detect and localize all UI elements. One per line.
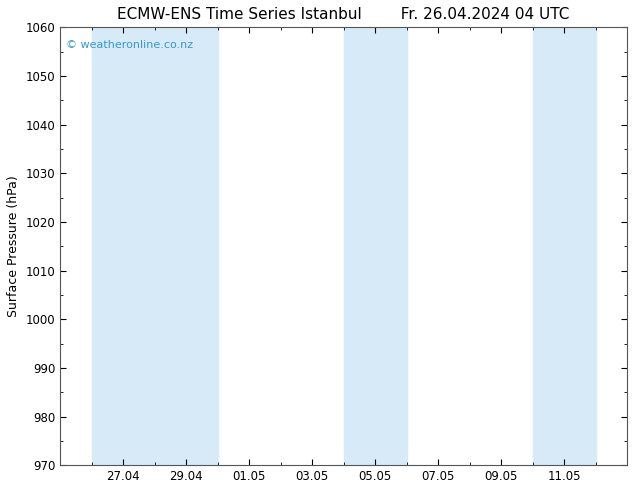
Y-axis label: Surface Pressure (hPa): Surface Pressure (hPa): [7, 175, 20, 317]
Title: ECMW-ENS Time Series Istanbul        Fr. 26.04.2024 04 UTC: ECMW-ENS Time Series Istanbul Fr. 26.04.…: [117, 7, 570, 22]
Text: © weatheronline.co.nz: © weatheronline.co.nz: [66, 40, 193, 50]
Bar: [91, 27, 155, 465]
Bar: [533, 27, 595, 465]
Bar: [155, 27, 217, 465]
Bar: [344, 27, 406, 465]
